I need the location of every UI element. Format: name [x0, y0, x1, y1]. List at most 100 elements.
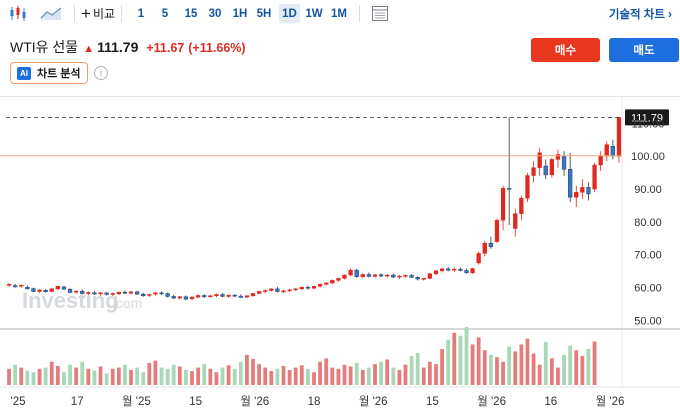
period-1[interactable]: 1	[137, 7, 145, 20]
candle-body	[165, 293, 170, 297]
price-chart[interactable]: Investing.com 111.79 110.00100.0090.0080…	[0, 97, 680, 415]
volume-bar	[245, 354, 249, 385]
candle-body	[372, 274, 378, 277]
candle-body	[25, 286, 30, 290]
candle-body	[568, 169, 573, 198]
volume-bar	[55, 365, 60, 385]
period-5h[interactable]: 5H	[256, 7, 272, 20]
y-tick-label: 80.00	[634, 217, 662, 229]
volume-bar	[293, 367, 298, 385]
candle-body	[6, 284, 12, 286]
period-15[interactable]: 15	[184, 7, 198, 20]
candle-body	[147, 294, 152, 296]
volume-bar	[580, 356, 585, 385]
volume-bar	[385, 359, 390, 385]
volume-bar	[281, 365, 286, 385]
candle-body	[104, 292, 109, 295]
sell-button[interactable]: 매도	[609, 38, 679, 62]
candle-body	[305, 286, 311, 289]
candle-body	[122, 291, 128, 294]
volume-bar	[92, 370, 97, 385]
volume-bar	[403, 364, 408, 385]
volume-bar	[190, 371, 194, 385]
volume-bar	[324, 358, 329, 385]
period-1m[interactable]: 1M	[331, 7, 347, 20]
volume-bar	[373, 364, 377, 385]
volume-bar	[427, 361, 432, 385]
period-1w[interactable]: 1W	[305, 7, 323, 20]
period-1d[interactable]: 1D	[279, 4, 300, 23]
volume-bar	[421, 367, 426, 385]
buy-button[interactable]: 매수	[531, 38, 600, 62]
candle-body	[13, 285, 18, 288]
volume-bar	[86, 368, 91, 385]
period-30[interactable]: 30	[208, 7, 222, 20]
candle-body	[275, 288, 280, 292]
volume-bar	[458, 335, 463, 385]
current-price-label: 111.79	[631, 112, 663, 124]
candle-body	[464, 270, 469, 274]
volume-bar	[306, 368, 310, 385]
price-change-percent: (+11.66%)	[188, 41, 246, 55]
volume-bar	[336, 368, 341, 385]
volume-bar	[232, 368, 237, 385]
technical-chart-link[interactable]: 기술적 차트 ›	[608, 9, 672, 21]
volume-bar	[238, 361, 243, 385]
candle-body	[80, 290, 85, 294]
volume-bar	[440, 349, 444, 385]
volume-bar	[348, 366, 353, 385]
candle-body	[19, 285, 24, 287]
volume-bar	[312, 372, 316, 385]
y-tick-label: 70.00	[634, 250, 662, 262]
candle-body	[616, 117, 622, 157]
volume-bar	[287, 369, 292, 385]
candle-body	[439, 268, 445, 272]
volume-bar	[507, 346, 512, 385]
period-1h[interactable]: 1H	[232, 7, 248, 20]
candle-body	[470, 268, 475, 274]
info-icon[interactable]: i	[94, 66, 108, 80]
candle-body	[500, 188, 506, 221]
candle-body	[446, 268, 451, 271]
volume-bar	[275, 368, 280, 385]
period-5[interactable]: 5	[161, 7, 169, 20]
candle-body	[31, 288, 36, 292]
volume-bar	[116, 367, 121, 385]
toolbar-divider	[121, 5, 122, 22]
volume-bar	[354, 362, 359, 385]
area-chart-icon[interactable]	[40, 5, 62, 22]
candle-body	[494, 219, 500, 242]
candle-body	[598, 155, 603, 166]
candle-body	[110, 293, 115, 295]
chart-toolbar: + 비교 1 5 15 30 1H 5H 1D 1W 1M 기술적 차트 ›	[0, 0, 680, 27]
candle-body	[543, 165, 548, 176]
volume-bar	[568, 345, 573, 385]
candle-body	[488, 242, 494, 248]
volume-bar	[153, 360, 158, 385]
candle-body	[177, 296, 182, 299]
volume-bar	[397, 369, 402, 385]
plus-icon: +	[81, 4, 91, 23]
ai-chart-analysis-button[interactable]: AI 차트 분석	[10, 62, 88, 84]
candlestick-chart-icon[interactable]	[9, 5, 27, 22]
volume-bar	[379, 361, 383, 385]
volume-bar	[202, 364, 207, 385]
current-price-tag	[625, 109, 669, 126]
volume-bar	[367, 367, 371, 385]
candle-body	[391, 274, 396, 278]
volume-bar	[251, 358, 255, 385]
chart-table-icon[interactable]	[371, 5, 389, 22]
candle-body	[214, 294, 219, 297]
compare-label: 비교	[92, 7, 116, 21]
volume-bar	[98, 366, 103, 385]
candle-body	[98, 292, 103, 295]
candle-body	[195, 295, 201, 298]
candle-body	[232, 294, 237, 297]
y-axis: 110.00 100.00 90.00 80.00 70.00 60.00 50.00	[631, 118, 665, 327]
volume-bar	[196, 367, 201, 385]
candle-body	[256, 291, 262, 294]
compare-button[interactable]: + 비교	[81, 4, 115, 23]
volume-bar	[135, 367, 140, 385]
volume-bar	[318, 361, 322, 385]
candle-body	[287, 289, 292, 292]
